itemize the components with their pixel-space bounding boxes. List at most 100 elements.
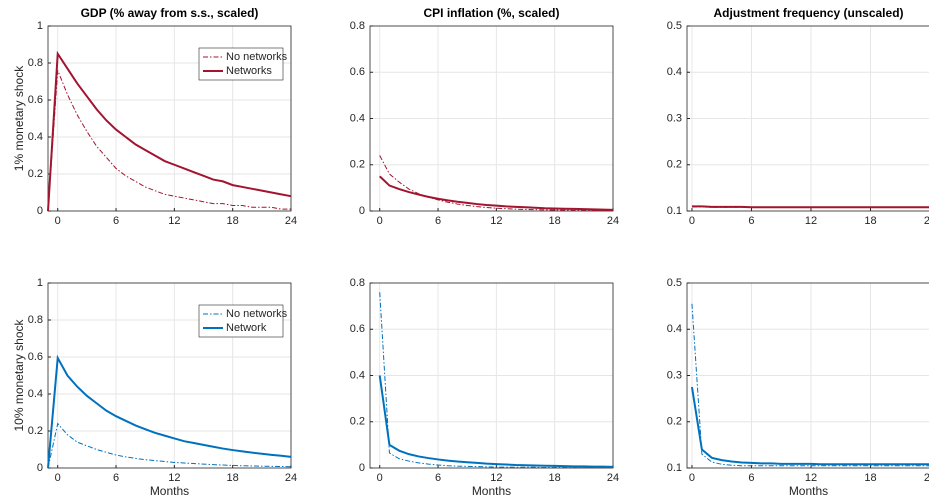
- series-line: [47, 422, 292, 469]
- x-tick-label: 0: [377, 472, 383, 484]
- series-line: [379, 175, 614, 211]
- y-tick-label: 0.1: [667, 462, 682, 474]
- series-line: [691, 303, 929, 467]
- x-tick-label: 12: [490, 215, 502, 227]
- x-tick-label: 6: [748, 472, 754, 484]
- legend-label: No networks: [226, 51, 288, 63]
- y-tick-label: 0: [359, 205, 365, 217]
- axes-box: [47, 25, 292, 212]
- y-tick-label: 1: [37, 20, 43, 32]
- series-line: [47, 70, 291, 212]
- x-tick-label: 18: [227, 215, 239, 227]
- x-tick-label: 18: [227, 472, 239, 484]
- y-tick-label: 0.2: [350, 159, 365, 171]
- x-tick-label: 18: [864, 472, 876, 484]
- series-line: [690, 386, 929, 466]
- x-tick-label: 24: [285, 215, 297, 227]
- y-tick-label: 1: [37, 277, 43, 289]
- y-tick-label: 0.4: [350, 112, 365, 124]
- series-line: [378, 375, 614, 468]
- series-line: [47, 50, 292, 212]
- y-tick-label: 0.8: [350, 277, 365, 289]
- x-tick-label: 6: [748, 215, 754, 227]
- x-tick-label: 24: [607, 472, 619, 484]
- y-tick-label: 0: [359, 462, 365, 474]
- y-tick-label: 0.6: [28, 94, 43, 106]
- x-tick-label: 6: [435, 215, 441, 227]
- legend-label: No networks: [226, 308, 288, 320]
- x-tick-label: 24: [285, 472, 297, 484]
- x-axis-label: Months: [150, 484, 189, 498]
- x-tick-label: 6: [113, 215, 119, 227]
- y-tick-label: 0.6: [350, 66, 365, 78]
- x-tick-label: 0: [55, 472, 61, 484]
- y-tick-label: 0.8: [28, 314, 43, 326]
- x-axis-label: Months: [789, 484, 828, 498]
- y-tick-label: 0.4: [28, 388, 43, 400]
- panel-title: GDP (% away from s.s., scaled): [81, 6, 259, 20]
- y-tick-label: 0.2: [667, 416, 682, 428]
- axes-box: [686, 25, 929, 212]
- y-tick-label: 0.4: [667, 323, 682, 335]
- y-tick-label: 0.5: [667, 20, 682, 32]
- legend: No networks Networks: [198, 47, 288, 81]
- y-tick-label: 0.6: [28, 351, 43, 363]
- y-tick-label: 0.1: [667, 205, 682, 217]
- legend-label: Networks: [226, 65, 272, 77]
- x-tick-label: 24: [924, 472, 929, 484]
- x-tick-label: 18: [549, 472, 561, 484]
- y-tick-label: 0.3: [667, 369, 682, 381]
- x-tick-label: 12: [490, 472, 502, 484]
- x-tick-label: 24: [924, 215, 929, 227]
- x-tick-label: 12: [168, 472, 180, 484]
- axes-box: [369, 25, 614, 212]
- y-tick-label: 0.2: [667, 159, 682, 171]
- y-tick-label: 0.3: [667, 112, 682, 124]
- y-tick-label: 0: [37, 462, 43, 474]
- axes-box: [369, 282, 614, 469]
- y-axis-label: 1% monetary shock: [12, 65, 26, 171]
- series-line: [691, 205, 929, 209]
- y-tick-label: 0.2: [350, 416, 365, 428]
- axes-box: [47, 282, 292, 469]
- panel: 0 0.2 0.4 0.6 0.8 1 0 6 12 18 24 GDP (% away from s…: [12, 6, 297, 227]
- x-tick-label: 12: [168, 215, 180, 227]
- x-tick-label: 6: [113, 472, 119, 484]
- panel: 0.1 0.2 0.3 0.4 0.5 0 6 12 18 24 Months: [667, 277, 929, 498]
- panel: 0 0.2 0.4 0.6 0.8 1 0 6 12 18 24 Months 10% monetary…: [12, 277, 297, 498]
- y-tick-label: 0.4: [28, 131, 43, 143]
- legend-box: [198, 304, 284, 338]
- y-tick-label: 0.5: [667, 277, 682, 289]
- x-axis-label: Months: [472, 484, 511, 498]
- x-tick-label: 18: [864, 215, 876, 227]
- panel: 0 0.2 0.4 0.6 0.8 0 6 12 18 24 Months: [350, 277, 619, 498]
- y-tick-label: 0.8: [350, 20, 365, 32]
- x-tick-label: 24: [607, 215, 619, 227]
- legend-label: Network: [226, 322, 267, 334]
- legend-box: [198, 47, 284, 81]
- y-tick-label: 0.2: [28, 168, 43, 180]
- legend: No networks Network: [198, 304, 288, 338]
- y-tick-label: 0: [37, 205, 43, 217]
- x-tick-label: 0: [689, 472, 695, 484]
- y-tick-label: 0.8: [28, 57, 43, 69]
- panel: 0 0.2 0.4 0.6 0.8 0 6 12 18 24 CPI inflation (%, s…: [350, 6, 619, 227]
- y-axis-label: 10% monetary shock: [12, 318, 26, 431]
- y-tick-label: 0.2: [28, 425, 43, 437]
- panel-title: Adjustment frequency (unscaled): [713, 6, 903, 20]
- x-tick-label: 12: [805, 215, 817, 227]
- axes-box: [686, 282, 929, 469]
- x-tick-label: 0: [689, 215, 695, 227]
- y-tick-label: 0.4: [350, 369, 365, 381]
- x-tick-label: 0: [55, 215, 61, 227]
- panel-title: CPI inflation (%, scaled): [423, 6, 559, 20]
- y-tick-label: 0.6: [350, 323, 365, 335]
- x-tick-label: 12: [805, 472, 817, 484]
- x-tick-label: 18: [549, 215, 561, 227]
- panel: 0.1 0.2 0.3 0.4 0.5 0 6 12 18 24 Adjustment freque…: [667, 6, 929, 227]
- series-line: [379, 292, 613, 469]
- y-tick-label: 0.4: [667, 66, 682, 78]
- series-line: [47, 354, 292, 469]
- x-tick-label: 0: [377, 215, 383, 227]
